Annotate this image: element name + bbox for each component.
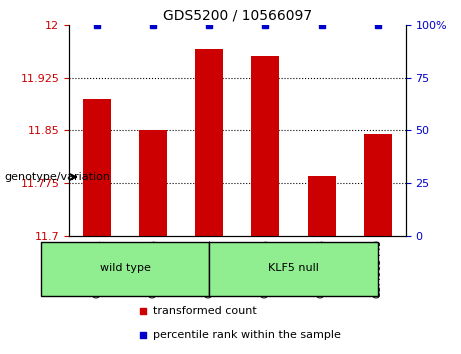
Point	[149, 22, 157, 28]
Point	[206, 22, 213, 28]
Point	[318, 22, 325, 28]
Bar	[364, 134, 392, 236]
Point	[94, 22, 101, 28]
FancyBboxPatch shape	[41, 242, 209, 296]
Text: genotype/variation: genotype/variation	[5, 172, 111, 182]
Point	[374, 22, 381, 28]
Text: wild type: wild type	[100, 263, 151, 273]
Title: GDS5200 / 10566097: GDS5200 / 10566097	[163, 8, 312, 22]
Bar	[83, 99, 111, 236]
FancyBboxPatch shape	[209, 242, 378, 296]
Text: percentile rank within the sample: percentile rank within the sample	[153, 330, 341, 340]
Bar	[251, 57, 279, 236]
Bar	[195, 50, 224, 236]
Bar	[139, 130, 167, 236]
Text: transformed count: transformed count	[153, 306, 257, 316]
Text: KLF5 null: KLF5 null	[268, 263, 319, 273]
Point	[262, 22, 269, 28]
Bar	[307, 176, 336, 236]
